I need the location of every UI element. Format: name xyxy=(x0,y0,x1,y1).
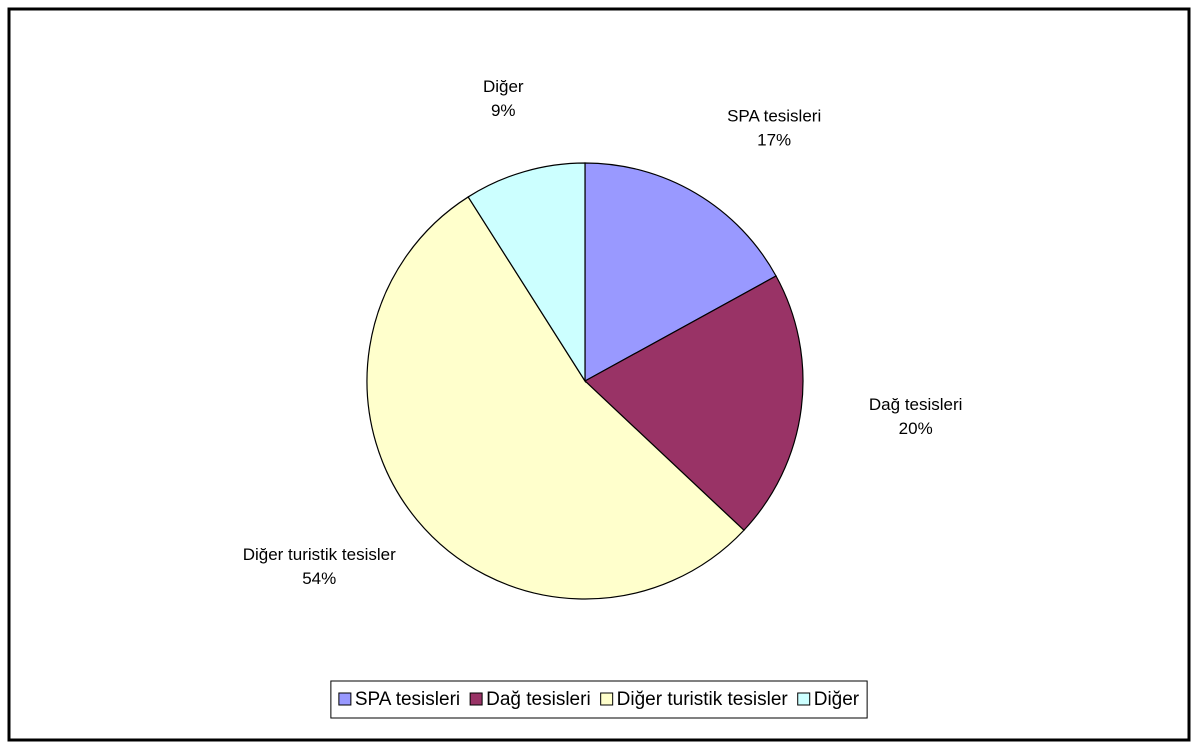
legend-label: SPA tesisleri xyxy=(355,689,460,710)
data-label-name: Diğer xyxy=(483,77,524,96)
legend-label: Dağ tesisleri xyxy=(486,689,591,710)
legend: SPA tesisleri Dağ tesisleri Diğer turistik… xyxy=(330,680,868,719)
data-label-name: Dağ tesisleri xyxy=(869,395,963,414)
data-label-value: 17% xyxy=(757,130,791,149)
data-label-value: 9% xyxy=(491,101,516,120)
data-label-value: 54% xyxy=(302,569,336,588)
legend-label: Diğer turistik tesisler xyxy=(617,689,789,710)
data-label-name: Diğer turistik tesisler xyxy=(243,545,396,564)
pie-slice xyxy=(583,275,804,532)
legend-swatch xyxy=(469,692,483,706)
pie-slice xyxy=(366,196,745,600)
data-label-name: SPA tesisleri xyxy=(727,106,821,125)
legend-swatch xyxy=(600,692,614,706)
legend-swatch xyxy=(797,692,811,706)
legend-label: Diğer xyxy=(814,689,860,710)
legend-swatch xyxy=(338,692,352,706)
pie-slice xyxy=(584,162,777,383)
data-label-value: 20% xyxy=(899,419,933,438)
pie-slice xyxy=(467,162,586,384)
legend-box xyxy=(330,680,868,719)
